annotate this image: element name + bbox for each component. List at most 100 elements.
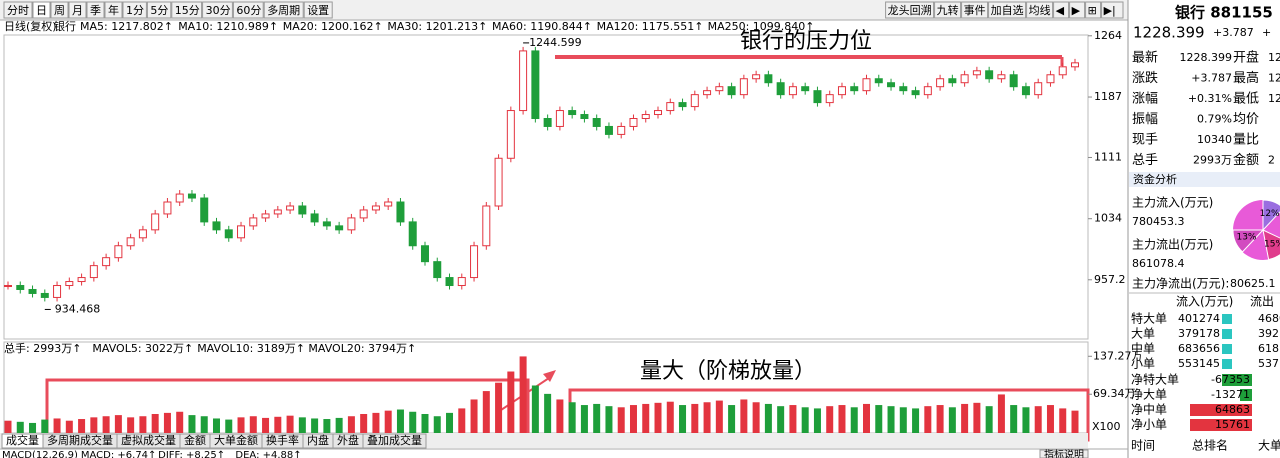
quote-key: 开盘 <box>1233 50 1259 66</box>
tool-button-label[interactable]: 加自选 <box>991 4 1024 17</box>
tool-button[interactable] <box>988 1 1027 19</box>
volume-bar <box>961 403 969 433</box>
volume-bar <box>605 406 613 433</box>
tool-button-label[interactable]: ▶| <box>1104 4 1116 17</box>
volume-bar <box>102 416 110 433</box>
tab-label[interactable]: 月 <box>72 4 83 17</box>
tool-button[interactable] <box>1101 1 1124 19</box>
candle <box>261 213 270 219</box>
annotation: 银行的压力位 <box>740 29 872 54</box>
quote-price: 1228.399 <box>1133 24 1205 42</box>
bottom-tab[interactable] <box>362 433 427 449</box>
candle <box>604 125 613 135</box>
volume-bar <box>421 413 429 433</box>
help-button[interactable] <box>1039 449 1089 458</box>
tool-button[interactable] <box>1026 1 1054 19</box>
tool-button[interactable] <box>885 1 935 19</box>
tool-button-label[interactable]: ▶ <box>1072 4 1081 17</box>
bottom-tab-label[interactable]: 虚拟成交量 <box>121 433 176 447</box>
tab-label[interactable]: 分时 <box>7 4 29 17</box>
tab[interactable] <box>263 1 304 19</box>
bottom-tab-label[interactable]: 大单金额 <box>214 433 258 447</box>
ma-label: MA30: 1201.213↑ <box>387 20 487 33</box>
tool-button[interactable] <box>1069 1 1086 19</box>
candle <box>28 288 37 294</box>
bottom-tab-label[interactable]: 成交量 <box>6 433 39 447</box>
y-tick-label: 1111 <box>1094 150 1122 163</box>
bottom-tab-label[interactable]: 换手率 <box>266 433 299 447</box>
tab[interactable] <box>171 1 203 19</box>
candle <box>899 86 908 92</box>
volume-bar <box>691 403 699 433</box>
tool-button-label[interactable]: ◀ <box>1056 4 1065 17</box>
net-key: 净小单 <box>1131 418 1167 432</box>
tab-label[interactable]: 设置 <box>307 4 329 17</box>
bottom-tab-label[interactable]: 多周期成交量 <box>47 433 113 447</box>
tab-label[interactable]: 日 <box>36 4 47 17</box>
tab[interactable] <box>202 1 233 19</box>
funds-header-bg <box>1129 172 1280 187</box>
volume-bar <box>90 417 98 433</box>
tab[interactable] <box>32 1 51 19</box>
tab-label[interactable]: 5分 <box>150 4 168 17</box>
candle <box>997 74 1006 80</box>
volume-bar <box>764 403 772 433</box>
tab[interactable] <box>122 1 147 19</box>
candle <box>703 90 712 96</box>
tab-label[interactable]: 多周期 <box>267 3 300 17</box>
tab[interactable] <box>86 1 105 19</box>
tab-label[interactable]: 15分 <box>175 4 200 17</box>
volume-bar <box>1059 408 1067 433</box>
quote-key: 现手 <box>1132 133 1158 148</box>
tool-button[interactable] <box>961 1 989 19</box>
candle <box>286 205 295 211</box>
candle <box>531 50 540 120</box>
help-label[interactable]: 指标说明 <box>1044 448 1084 458</box>
candle <box>1046 74 1055 84</box>
candle <box>273 209 282 215</box>
candle <box>506 110 515 159</box>
tool-button-label[interactable]: 事件 <box>964 4 986 17</box>
candle <box>825 94 834 104</box>
volume-bar <box>335 417 343 433</box>
candle <box>715 86 724 92</box>
tab-label[interactable]: 60分 <box>236 4 261 17</box>
tool-button-label[interactable]: 九转 <box>937 3 959 17</box>
tool-button-label[interactable]: 均线 <box>1029 3 1051 17</box>
tab-label[interactable]: 30分 <box>206 4 231 17</box>
quote-title: 银行 881155 <box>1175 4 1273 22</box>
tab[interactable] <box>68 1 87 19</box>
tool-button[interactable] <box>1085 1 1102 19</box>
tab[interactable] <box>146 1 172 19</box>
candle <box>911 90 920 96</box>
tab-label[interactable]: 周 <box>54 4 65 17</box>
pie-slice <box>1262 229 1280 261</box>
tab[interactable] <box>3 1 33 19</box>
net-bar <box>1190 404 1252 416</box>
tool-button[interactable] <box>934 1 962 19</box>
candle <box>102 257 111 267</box>
candle <box>972 70 981 76</box>
funds-key: 大单 <box>1131 327 1155 341</box>
tab-label[interactable]: 年 <box>108 3 119 17</box>
bottom-tab-label[interactable]: 内盘 <box>307 433 329 447</box>
volume-bar <box>16 421 24 433</box>
tab[interactable] <box>50 1 69 19</box>
bottom-tab-label[interactable]: 金额 <box>184 433 206 447</box>
bottom-tab-label[interactable]: 叠加成交量 <box>367 433 422 447</box>
tab[interactable] <box>232 1 264 19</box>
funds-col: 流出 <box>1250 295 1274 309</box>
tab[interactable] <box>104 1 123 19</box>
tool-button[interactable] <box>1053 1 1070 19</box>
tab[interactable] <box>303 1 333 19</box>
candle <box>40 292 49 298</box>
quote-key: 量比 <box>1233 133 1259 148</box>
bottom-tab-label[interactable]: 外盘 <box>337 433 359 447</box>
candle <box>519 50 528 112</box>
tool-button-label[interactable]: 龙头回溯 <box>888 4 932 17</box>
indicator-label: DEA: +4.88↑ <box>235 450 301 458</box>
tab-label[interactable]: 季 <box>90 4 101 17</box>
candle <box>433 261 442 279</box>
tab-label[interactable]: 1分 <box>126 4 144 17</box>
tool-button-label[interactable]: ⊞ <box>1088 4 1097 17</box>
